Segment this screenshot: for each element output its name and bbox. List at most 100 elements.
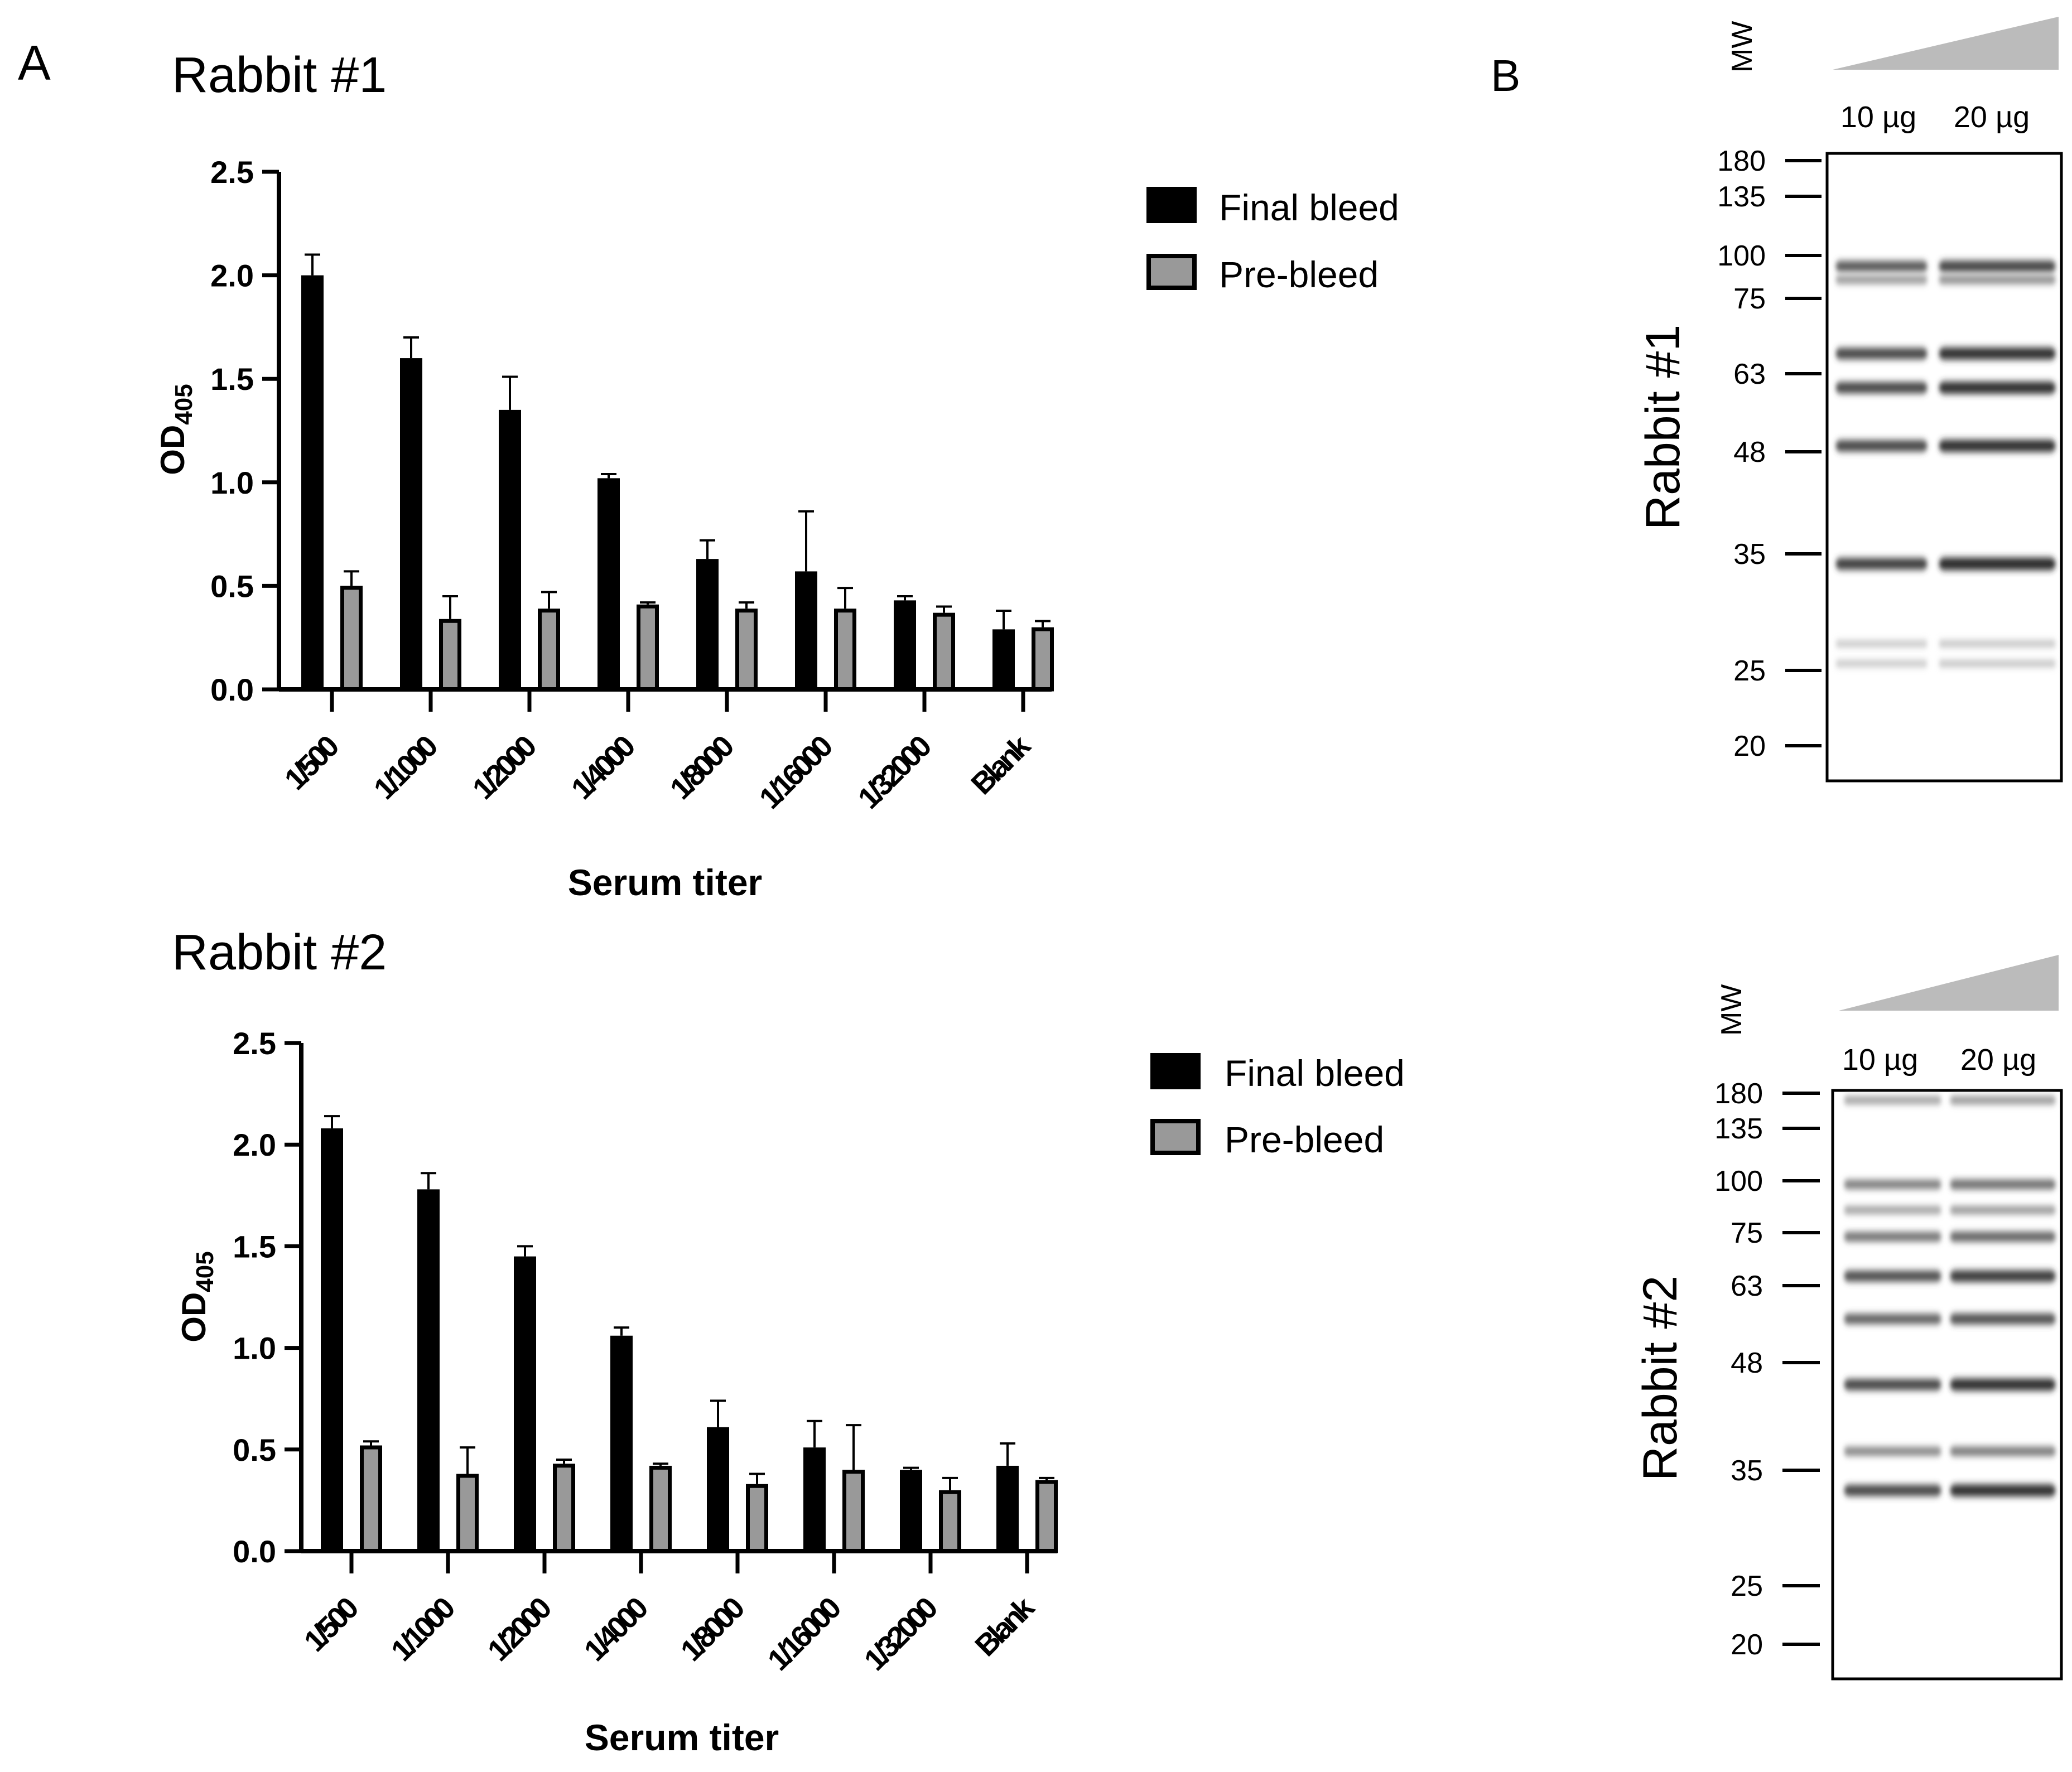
chart-plot: 0.0 0.5 1.0 1.5 2.0 2.5 1/500 1/1000 1/2000 1/40… [210,154,1054,815]
marker-label: 48 [1731,1347,1763,1379]
x-tick-label: 1/1000 [385,1591,461,1668]
legend-swatch-pre [1150,1119,1201,1155]
bar-pre-bleed [340,586,363,692]
bar-final-bleed [301,275,324,690]
blot-band [1835,440,1928,452]
legend-swatch-final [1150,1053,1201,1089]
x-tick-label: Blank [965,728,1037,801]
bar-pre-bleed [939,1490,961,1553]
y-tick-label: 0.0 [233,1534,276,1569]
blot-band [1939,440,2056,452]
chart-rabbit-2: Rabbit #2 0.0 0.5 1.0 1.5 2.0 2.5 1/500 1/1000… [172,925,1405,1758]
blot-band [1844,1271,1941,1282]
blot-band [1844,1180,1941,1189]
legend-swatch-final [1146,187,1197,223]
y-tick-label: 1.5 [210,361,254,397]
bar-pre-bleed [1032,627,1054,692]
loading-wedge [1833,17,2059,70]
blot-band [1939,660,2056,667]
side-label: Rabbit #1 [1636,325,1690,530]
x-tick-label: 1/32000 [858,1591,944,1677]
bar-pre-bleed [360,1445,382,1553]
chart-rabbit-1: Rabbit #1 0.0 0.5 1.0 1.5 2.0 2.5 1/500 1/1000… [154,47,1399,903]
marker-label: 25 [1731,1570,1763,1602]
y-tick-label: 0.0 [210,672,254,707]
mw-label: MW [1716,984,1748,1036]
chart-plot: 0.0 0.5 1.0 1.5 2.0 2.5 1/500 1/1000 1/2000 1/40… [233,1026,1058,1677]
marker-label: 100 [1717,240,1766,272]
blot-band [1835,558,1928,570]
legend: Final bleed Pre-bleed [1150,1052,1405,1160]
bar-pre-bleed [1035,1480,1058,1553]
blot-band [1939,640,2056,648]
blot-band [1950,1378,2056,1391]
x-tick-label: 1/4000 [565,730,642,806]
blot-band [1835,260,1928,272]
blot-band [1835,640,1928,648]
legend-swatch-pre [1146,254,1197,290]
legend-label-final: Final bleed [1225,1052,1405,1094]
x-tick-label: 1/32000 [852,730,938,815]
blot-band [1950,1446,2056,1456]
bar-final-bleed [514,1256,536,1551]
bar-final-bleed [321,1128,343,1551]
x-tick-label: 1/4000 [578,1591,654,1668]
mw-label: MW [1726,21,1758,73]
y-tick-label: 2.0 [210,258,254,293]
legend-label-pre: Pre-bleed [1225,1119,1384,1160]
bar-pre-bleed [834,609,856,692]
bar-final-bleed [417,1189,440,1551]
chart-title: Rabbit #2 [172,925,387,981]
bar-final-bleed [707,1427,729,1551]
y-axis-label: OD405 [175,1251,219,1342]
x-tick-label: 1/8000 [664,730,740,806]
marker-label: 25 [1733,655,1766,687]
blot-band [1835,660,1928,667]
blot-band [1844,1096,1941,1104]
lane-label: 10 µg [1840,100,1916,134]
bar-final-bleed [803,1447,826,1551]
bar-pre-bleed [649,1465,672,1553]
blot-band [1844,1314,1941,1325]
bar-final-bleed [996,1465,1019,1551]
x-tick-label: 1/8000 [674,1591,751,1668]
marker-label: 20 [1731,1629,1763,1661]
blot-band [1950,1313,2056,1325]
panel-label-a: A [18,35,51,90]
lane-label: 10 µg [1842,1043,1918,1076]
x-axis-label: Serum titer [568,862,762,903]
y-axis-label-sub: 405 [191,1251,219,1292]
x-tick-label: 1/2000 [481,1591,558,1668]
y-axis-label: OD405 [154,384,197,475]
marker-label: 135 [1717,181,1766,213]
bar-pre-bleed [439,619,461,692]
legend: Final bleed Pre-bleed [1146,187,1399,295]
bar-final-bleed [597,478,620,689]
bar-pre-bleed [553,1464,575,1553]
blot-band [1950,1179,2056,1190]
marker-label: 35 [1731,1455,1763,1487]
x-tick-label: 1/16000 [762,1591,847,1677]
marker-label: 35 [1733,538,1766,571]
bar-final-bleed [795,571,817,689]
marker-label: 135 [1714,1113,1763,1145]
bar-pre-bleed [746,1484,768,1553]
x-tick-label: 1/500 [278,730,345,796]
marker-label: 63 [1733,358,1766,390]
marker-label: 20 [1733,730,1766,762]
x-tick-label: 1/500 [298,1591,365,1658]
y-axis-label-main: OD [154,425,191,475]
marker-label: 75 [1731,1217,1763,1249]
blot-band [1835,347,1928,360]
blot-band [1950,1270,2056,1282]
bar-final-bleed [400,358,422,689]
bar-final-bleed [696,559,719,689]
y-tick-label: 2.0 [233,1127,276,1162]
side-label: Rabbit #2 [1633,1276,1687,1481]
y-axis-label-sub: 405 [170,384,197,424]
blot-band [1939,275,2056,284]
marker-label: 180 [1717,145,1766,177]
